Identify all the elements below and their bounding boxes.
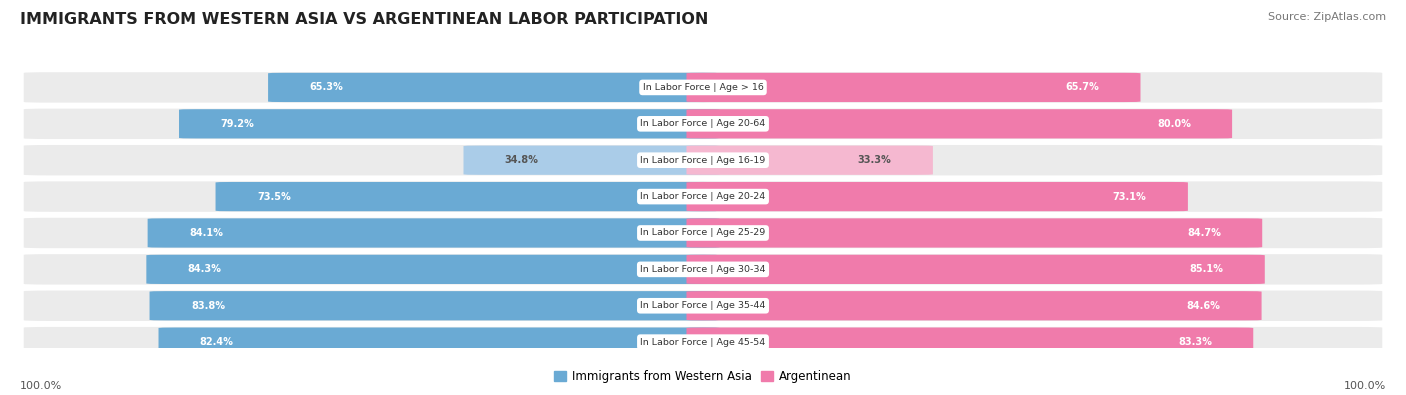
Text: 84.6%: 84.6% (1187, 301, 1220, 311)
FancyBboxPatch shape (24, 109, 1382, 139)
Text: 84.1%: 84.1% (188, 228, 222, 238)
FancyBboxPatch shape (149, 291, 720, 320)
Text: 33.3%: 33.3% (858, 155, 891, 165)
Text: In Labor Force | Age 25-29: In Labor Force | Age 25-29 (640, 228, 766, 237)
Text: In Labor Force | Age 16-19: In Labor Force | Age 16-19 (640, 156, 766, 165)
FancyBboxPatch shape (24, 72, 1382, 103)
FancyBboxPatch shape (179, 109, 720, 138)
FancyBboxPatch shape (269, 73, 720, 102)
FancyBboxPatch shape (24, 218, 1382, 248)
Text: 83.3%: 83.3% (1178, 337, 1212, 347)
Text: In Labor Force | Age 20-64: In Labor Force | Age 20-64 (640, 119, 766, 128)
FancyBboxPatch shape (686, 255, 1265, 284)
Text: In Labor Force | Age > 16: In Labor Force | Age > 16 (643, 83, 763, 92)
FancyBboxPatch shape (686, 146, 934, 175)
Text: 65.7%: 65.7% (1066, 83, 1099, 92)
FancyBboxPatch shape (24, 254, 1382, 284)
FancyBboxPatch shape (686, 291, 1261, 320)
FancyBboxPatch shape (24, 327, 1382, 357)
FancyBboxPatch shape (24, 145, 1382, 175)
Text: 84.3%: 84.3% (187, 264, 222, 275)
Text: In Labor Force | Age 20-24: In Labor Force | Age 20-24 (640, 192, 766, 201)
FancyBboxPatch shape (464, 146, 720, 175)
Legend: Immigrants from Western Asia, Argentinean: Immigrants from Western Asia, Argentinea… (553, 367, 853, 385)
FancyBboxPatch shape (686, 182, 1188, 211)
Text: 100.0%: 100.0% (20, 381, 62, 391)
FancyBboxPatch shape (24, 181, 1382, 212)
Text: 34.8%: 34.8% (505, 155, 538, 165)
Text: 73.5%: 73.5% (257, 192, 291, 201)
Text: 65.3%: 65.3% (309, 83, 343, 92)
FancyBboxPatch shape (686, 327, 1253, 357)
FancyBboxPatch shape (159, 327, 720, 357)
FancyBboxPatch shape (24, 291, 1382, 321)
Text: IMMIGRANTS FROM WESTERN ASIA VS ARGENTINEAN LABOR PARTICIPATION: IMMIGRANTS FROM WESTERN ASIA VS ARGENTIN… (20, 12, 709, 27)
Text: 84.7%: 84.7% (1187, 228, 1220, 238)
Text: 83.8%: 83.8% (191, 301, 225, 311)
Text: 79.2%: 79.2% (221, 119, 254, 129)
Text: 100.0%: 100.0% (1344, 381, 1386, 391)
FancyBboxPatch shape (686, 109, 1232, 138)
Text: 82.4%: 82.4% (200, 337, 233, 347)
Text: In Labor Force | Age 35-44: In Labor Force | Age 35-44 (640, 301, 766, 310)
FancyBboxPatch shape (146, 255, 720, 284)
FancyBboxPatch shape (686, 218, 1263, 248)
Text: In Labor Force | Age 45-54: In Labor Force | Age 45-54 (640, 338, 766, 347)
Text: 85.1%: 85.1% (1189, 264, 1223, 275)
Text: 80.0%: 80.0% (1157, 119, 1191, 129)
FancyBboxPatch shape (215, 182, 720, 211)
Text: 73.1%: 73.1% (1112, 192, 1146, 201)
Text: Source: ZipAtlas.com: Source: ZipAtlas.com (1268, 12, 1386, 22)
FancyBboxPatch shape (148, 218, 720, 248)
FancyBboxPatch shape (686, 73, 1140, 102)
Text: In Labor Force | Age 30-34: In Labor Force | Age 30-34 (640, 265, 766, 274)
